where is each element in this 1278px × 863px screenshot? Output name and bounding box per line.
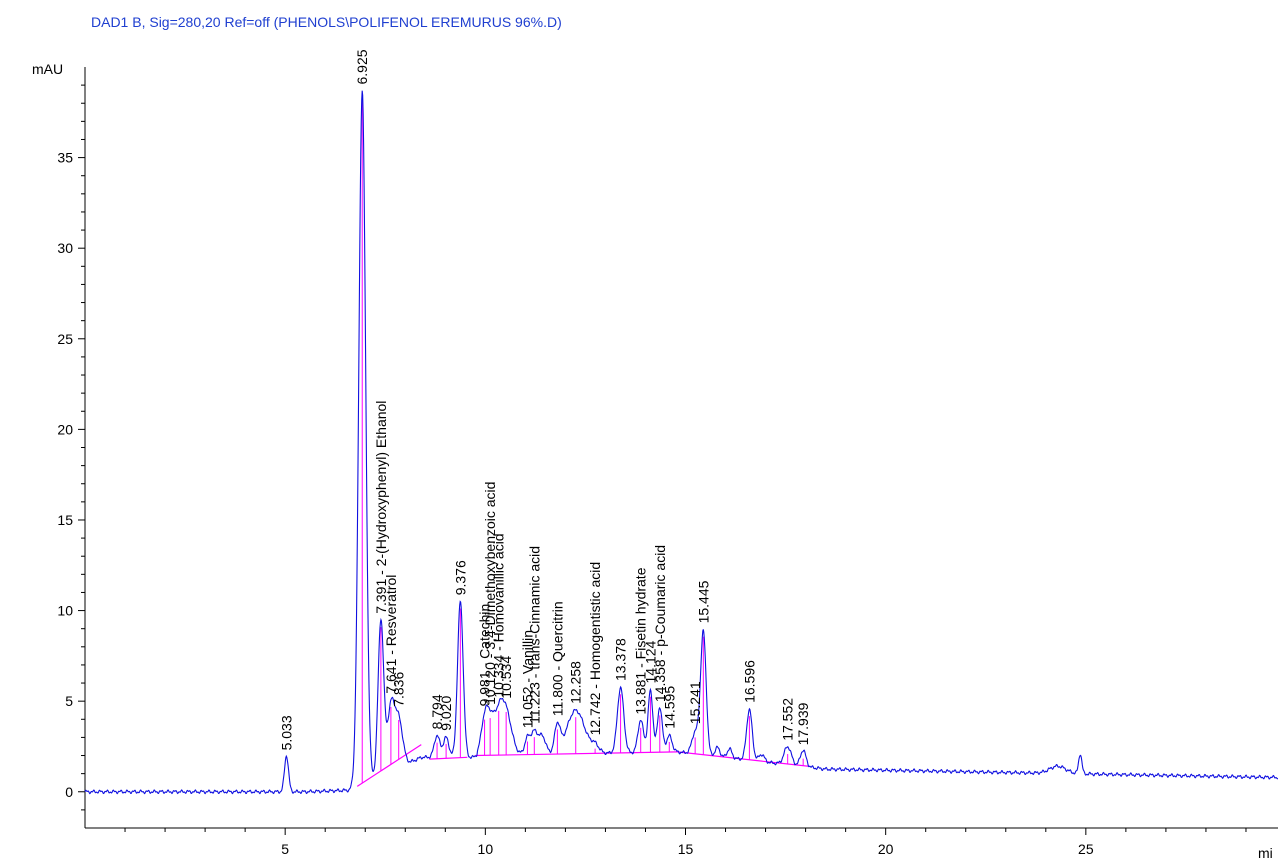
axes: 5 10 15 20 25 0 5 10 15 20 25 30 35	[57, 67, 1278, 857]
signal-trace	[84, 90, 1278, 795]
x-tick-label: 20	[878, 841, 894, 857]
peak-label: 15.445	[695, 580, 711, 623]
integration-baselines	[356, 744, 810, 787]
peak-label: 11.052 - Vanillin	[520, 630, 536, 728]
peak-label: 9.981 - Catechin	[477, 604, 493, 707]
y-tick-label: 35	[57, 150, 73, 166]
peak-label: 14.358 - p-Coumaric acid	[652, 545, 668, 702]
y-tick-label: 10	[57, 603, 73, 619]
peak-label: 14.124	[642, 640, 658, 683]
x-tick-label: 10	[478, 841, 494, 857]
peak-label: 7.836	[391, 672, 407, 707]
peak-label: 11.800 - Quercitrin	[549, 601, 565, 716]
peak-label: 15.241	[687, 681, 703, 724]
x-tick-label: 25	[1078, 841, 1094, 857]
peak-label: 10.534	[498, 656, 514, 699]
y-tick-label: 5	[65, 693, 73, 709]
baseline-segment	[429, 756, 468, 760]
peak-label: 10.120 - 3,4-Dimethoxybenzoic acid	[482, 482, 498, 705]
peak-label: 5.033	[279, 715, 295, 750]
peak-label: 10.334 - Homovanillic acid	[491, 533, 507, 697]
peak-droplines	[361, 97, 804, 784]
peak-label: 14.595	[661, 686, 677, 729]
peak-label: 9.020	[438, 696, 454, 731]
x-tick-label: 15	[678, 841, 694, 857]
peak-label: 8.794	[429, 694, 445, 729]
y-tick-label: 25	[57, 331, 73, 347]
peak-label: 7.641 - Resveratrol	[383, 575, 399, 694]
peak-label: 12.742 - Homogentistic acid	[587, 562, 603, 736]
peak-label: 13.378	[613, 638, 629, 681]
y-tick-label: 30	[57, 240, 73, 256]
peak-labels: 5.033 6.925 7.391 - 2-(Hydroxyphenyl) Etha…	[279, 49, 812, 750]
y-axis-label: mAU	[32, 61, 63, 77]
peak-label: 9.376	[452, 560, 468, 595]
peak-label: 17.939	[795, 702, 811, 745]
y-tick-label: 15	[57, 512, 73, 528]
peak-label: 17.552	[780, 698, 796, 741]
peak-label: 7.391 - 2-(Hydroxyphenyl) Ethanol	[373, 401, 389, 614]
y-tick-label: 0	[65, 784, 73, 800]
baseline-segment	[475, 751, 678, 757]
peak-label: 6.925	[354, 49, 370, 84]
baseline-segment	[356, 744, 422, 787]
chart-title: DAD1 B, Sig=280,20 Ref=off (PHENOLS\POLI…	[91, 14, 562, 30]
x-tick-label: 5	[281, 841, 289, 857]
peak-label: 11.223 - trans-Cinnamic acid	[526, 546, 542, 724]
peak-label: 16.596	[741, 660, 757, 703]
x-axis-label: mi	[1258, 845, 1273, 861]
y-tick-label: 20	[57, 421, 73, 437]
peak-label: 13.881 - Fisetin hydrate	[633, 567, 649, 714]
peak-label: 12.258	[568, 661, 584, 704]
